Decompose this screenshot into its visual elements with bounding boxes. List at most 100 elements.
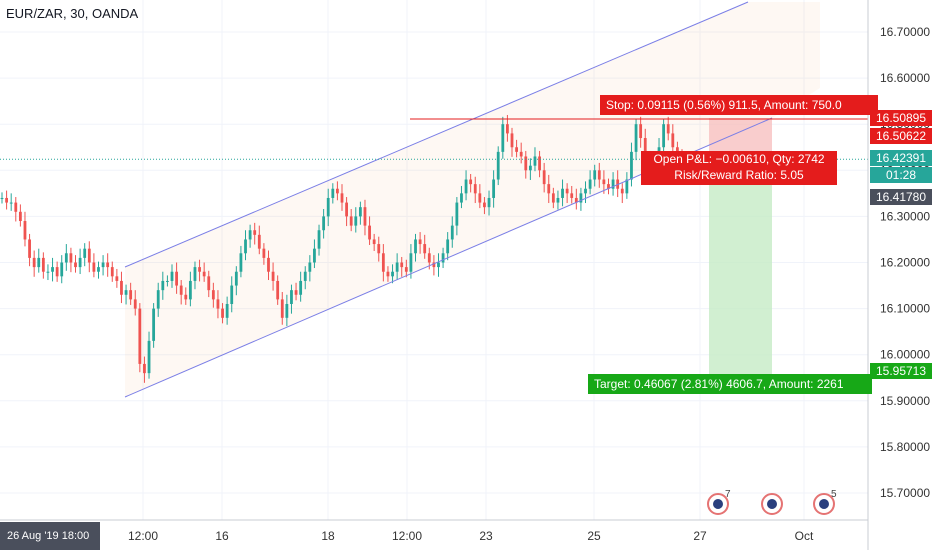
candle-body	[565, 188, 569, 194]
take-profit-zone	[709, 159, 772, 375]
channel-upper-line[interactable]	[124, 1, 749, 268]
candle-body	[395, 262, 399, 272]
candle-body	[87, 248, 91, 263]
price-tick-label: 15.70000	[880, 486, 930, 500]
candle-body	[64, 253, 68, 263]
candle-body	[280, 299, 284, 318]
candle-body	[161, 280, 165, 291]
candle-body	[662, 124, 666, 148]
candle-body	[464, 179, 468, 194]
candle-body	[74, 262, 77, 268]
candle-body	[101, 262, 105, 268]
candle-body	[317, 230, 321, 249]
open-pnl-text: Open P&L: −0.00610, Qty: 2742	[653, 152, 825, 166]
target-label[interactable]: Target: 0.46067 (2.81%) 4606.7, Amount: …	[588, 374, 872, 394]
candle-body	[593, 170, 597, 180]
candle-body	[138, 308, 142, 364]
candle-body	[579, 193, 583, 203]
candle-body	[51, 267, 54, 272]
economic-event-icon[interactable]	[813, 493, 835, 515]
candle-body	[340, 193, 344, 203]
candle-body	[120, 280, 123, 295]
candle-body	[110, 267, 114, 277]
candle-body	[152, 308, 156, 341]
candle-body	[216, 299, 220, 309]
candle-body	[597, 170, 601, 180]
candle-body	[115, 276, 119, 281]
candle-body	[303, 271, 307, 281]
candle-body	[248, 230, 252, 240]
time-tick-label: Oct	[795, 529, 814, 543]
candle-body	[322, 216, 326, 231]
candle-body	[193, 267, 197, 281]
candle-body	[78, 257, 82, 268]
candle-body	[262, 248, 266, 258]
candle-body	[267, 257, 270, 272]
event-count: 5	[831, 489, 837, 500]
candle-body	[538, 156, 541, 171]
candle-body	[418, 239, 422, 245]
candle-body	[528, 165, 532, 171]
price-tick-label: 16.60000	[880, 71, 930, 85]
candle-body	[478, 193, 482, 203]
candle-body	[556, 197, 560, 203]
candle-body	[446, 239, 450, 254]
candle-body	[643, 138, 647, 157]
candle-body	[404, 267, 408, 272]
candle-body	[207, 276, 211, 291]
candle-body	[230, 285, 234, 304]
candle-body	[285, 303, 289, 318]
candle-body	[271, 271, 275, 281]
stop-label[interactable]: Stop: 0.09115 (0.56%) 911.5, Amount: 750…	[600, 95, 878, 115]
candle-body	[602, 179, 606, 185]
open-pnl-label[interactable]: Open P&L: −0.00610, Qty: 2742 Risk/Rewar…	[641, 151, 837, 185]
price-tick-label: 15.90000	[880, 394, 930, 408]
candle-body	[129, 290, 133, 300]
candle-body	[14, 202, 18, 212]
candle-body	[184, 294, 188, 300]
candle-body	[97, 267, 100, 272]
time-tick-label: 12:00	[128, 529, 158, 543]
candle-body	[299, 280, 303, 295]
candle-body	[542, 170, 546, 185]
candle-body	[634, 124, 638, 152]
candle-body	[345, 202, 348, 217]
candle-body	[492, 179, 496, 198]
candle-body	[506, 124, 509, 134]
candle-body	[671, 133, 675, 148]
candle-body	[588, 179, 592, 189]
candle-body	[487, 197, 491, 208]
candle-body	[41, 257, 45, 272]
candle-body	[234, 271, 238, 286]
candle-body	[175, 271, 178, 286]
candle-body	[574, 197, 578, 203]
candle-body	[551, 193, 555, 203]
economic-event-icon[interactable]	[707, 493, 729, 515]
candle-body	[547, 184, 551, 194]
price-tick-label: 16.00000	[880, 348, 930, 362]
candle-body	[501, 124, 505, 152]
candle-body	[166, 280, 169, 282]
candle-body	[308, 262, 312, 272]
candle-body	[533, 156, 537, 166]
economic-event-icon[interactable]	[761, 493, 783, 515]
price-label-stop: 16.50895	[870, 110, 932, 126]
candle-body	[18, 211, 22, 222]
candle-body	[639, 124, 643, 139]
price-label-last: 16.42391	[870, 150, 932, 166]
candle-body	[358, 207, 362, 217]
candle-body	[0, 197, 4, 199]
crosshair-date-label: 26 Aug '19 18:00	[0, 522, 100, 550]
candle-body	[37, 257, 41, 268]
symbol-title[interactable]: EUR/ZAR, 30, OANDA	[6, 6, 139, 21]
candle-body	[630, 151, 633, 180]
candle-body	[363, 207, 367, 226]
candle-body	[23, 221, 27, 240]
candle-body	[524, 156, 528, 171]
candle-body	[28, 239, 31, 258]
time-axis[interactable]: 12:00 16 18 12:00 23 25 27 Oct	[128, 529, 814, 543]
candle-body	[32, 257, 36, 268]
time-tick-label: 12:00	[392, 529, 422, 543]
price-axis[interactable]: 16.7000016.6000016.5000016.4000016.30000…	[880, 25, 930, 500]
